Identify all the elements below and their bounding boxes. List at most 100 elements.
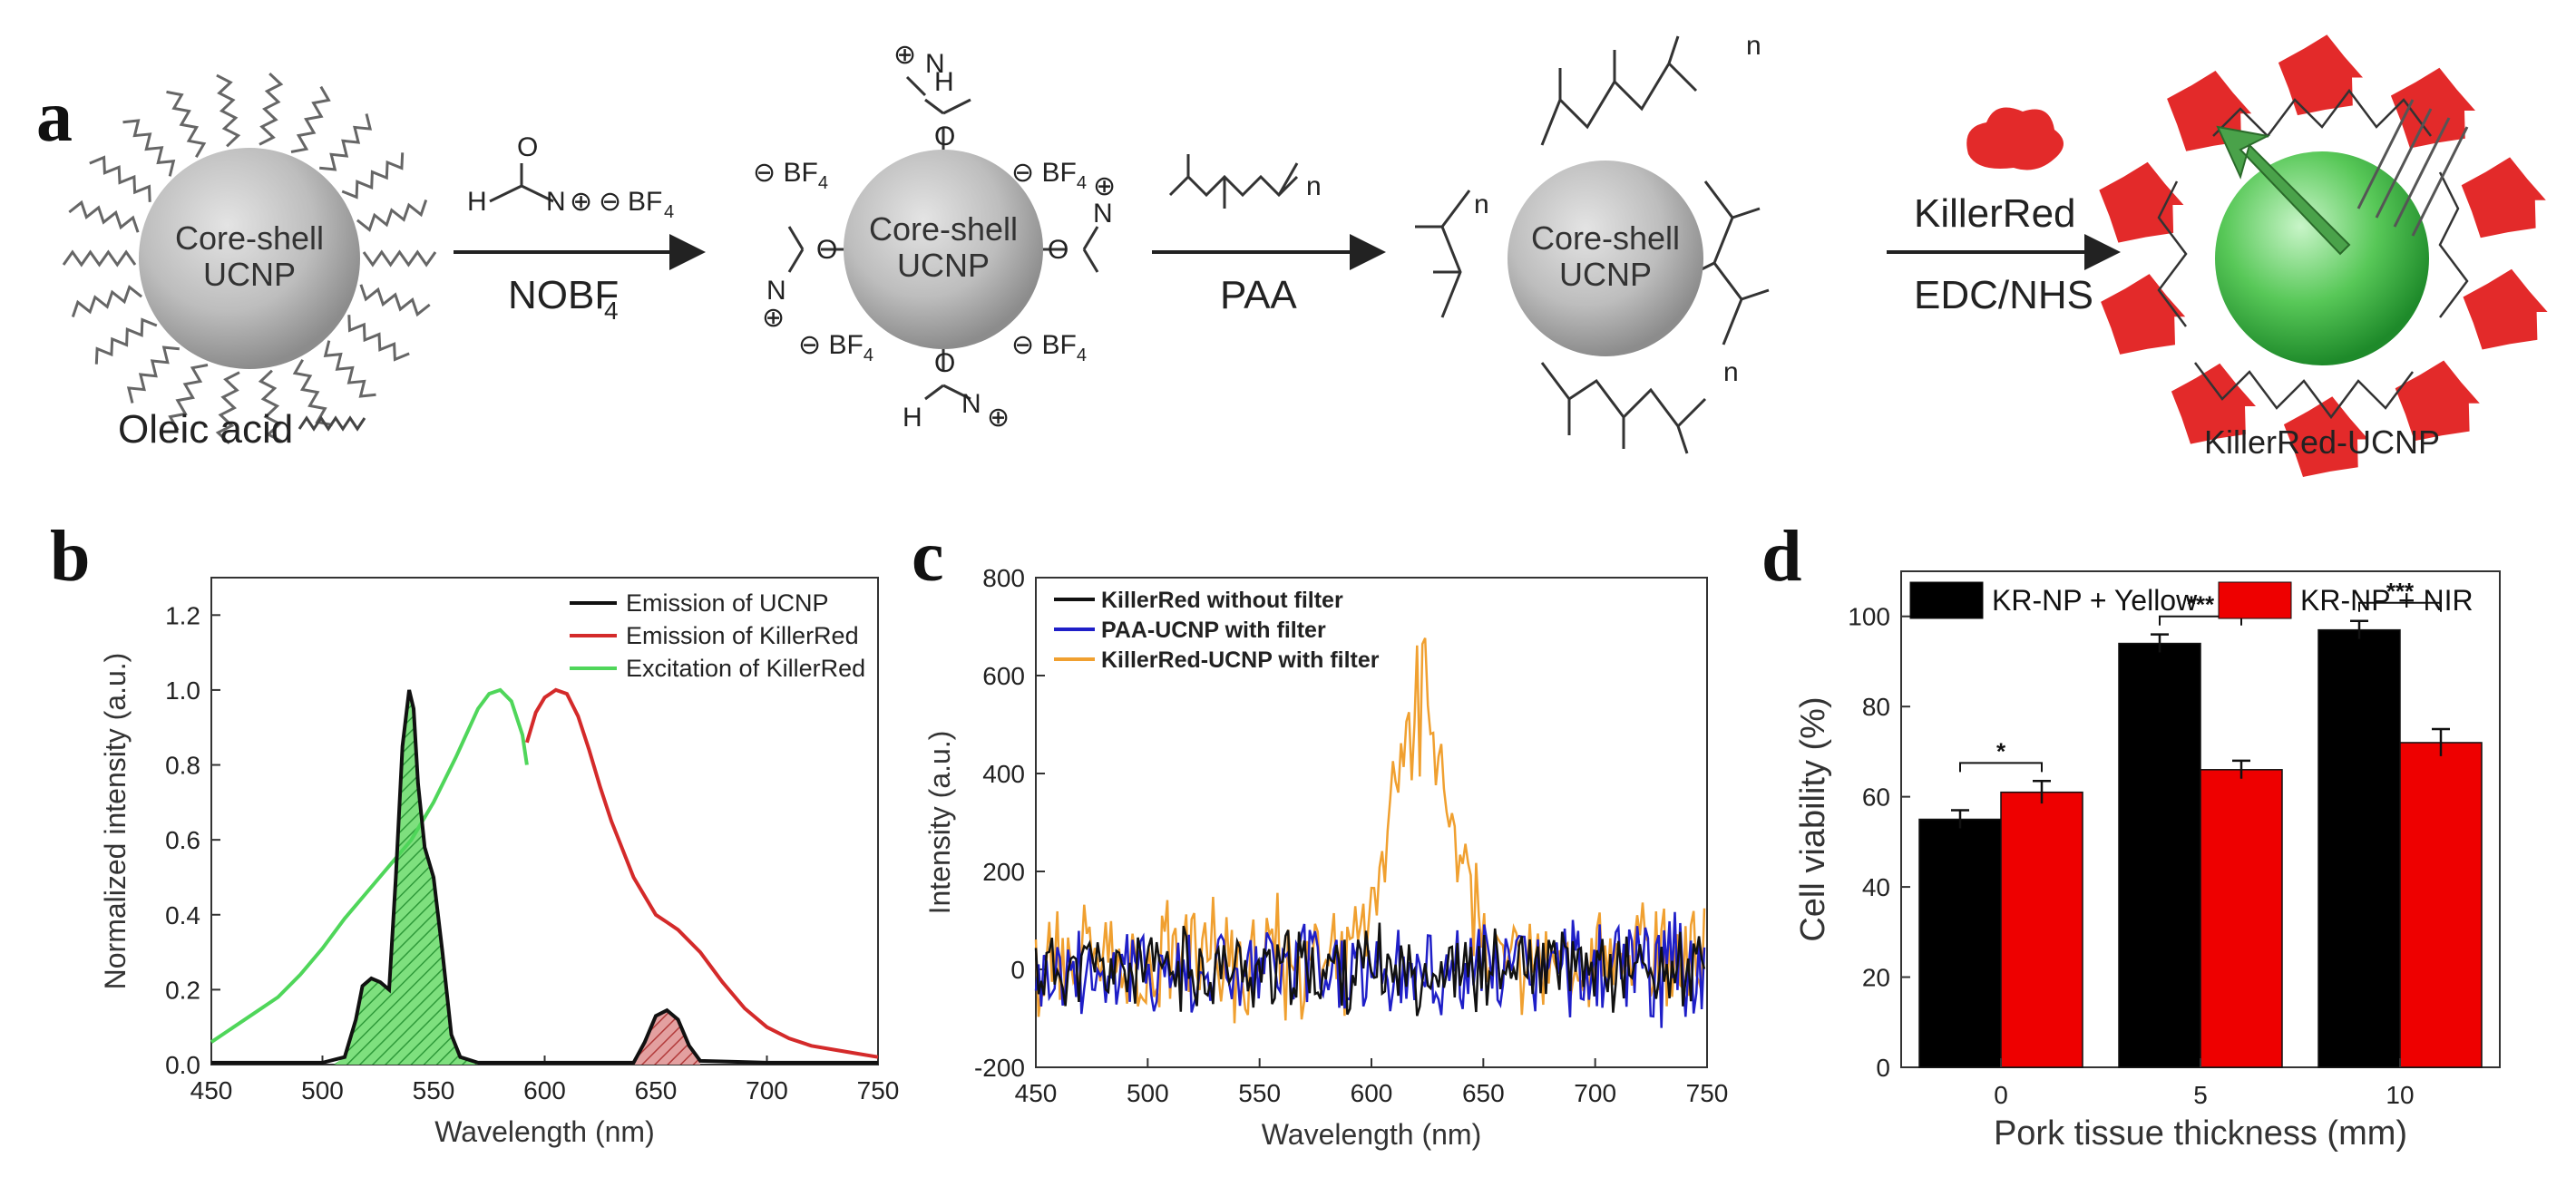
legend-label: KillerRed-UCNP with filter xyxy=(1101,647,1380,673)
panel-label-a: a xyxy=(36,77,73,157)
oleic-capped-ucnp: Core-shell UCNP Oleic acid xyxy=(62,73,437,452)
lig-right-plus: ⊕ xyxy=(1093,171,1116,201)
ligand-bonds xyxy=(787,75,1099,401)
x-tick-label: 750 xyxy=(857,1076,900,1104)
bar xyxy=(2200,769,2283,1068)
oleic-chain xyxy=(166,90,207,159)
killerred-protein-blob xyxy=(2101,274,2186,355)
panel-a: a Core-shell UCNP Oleic acid H O N ⊕ ⊖ B… xyxy=(36,31,2548,477)
oleic-chain xyxy=(258,369,283,443)
oleic-chain xyxy=(89,155,151,202)
y-tick-label: 400 xyxy=(982,760,1025,788)
oleic-chain xyxy=(290,85,331,153)
ucnp-red-emission-fill xyxy=(633,1010,700,1065)
bf4-ion-br: ⊖ BF4 xyxy=(1011,330,1087,365)
lig-left-plus: ⊕ xyxy=(762,303,785,333)
formamide-H: H xyxy=(467,187,487,217)
paa-coated-ucnp: Core-shell UCNP n n n xyxy=(1415,31,1770,454)
bar xyxy=(1918,818,2002,1068)
y-tick-label: 800 xyxy=(982,564,1025,592)
oleic-chain xyxy=(68,199,140,233)
panel-label-b: b xyxy=(50,517,91,597)
reaction-arrow-2: n PAA xyxy=(1152,154,1386,317)
significance-label: *** xyxy=(2386,578,2415,605)
legend-label: KR-NP + NIR xyxy=(2300,584,2474,617)
oleic-chain xyxy=(341,152,405,199)
oleic-chain xyxy=(259,73,284,146)
y-axis-label: Cell viability (%) xyxy=(1794,696,1832,941)
y-axis-label: Intensity (a.u.) xyxy=(923,731,956,915)
bf4-stabilized-ucnp: Core-shell UCNP H N ⊕ O O H N ⊕ O N ⊕ O … xyxy=(753,40,1116,433)
oleic-chain xyxy=(362,249,437,268)
significance-bracket xyxy=(2159,615,2242,626)
lig-bot-plus: ⊕ xyxy=(987,403,1010,433)
oleic-chain xyxy=(323,340,376,398)
oleic-chain xyxy=(94,317,158,365)
oleic-acid-chains xyxy=(62,73,437,444)
core-label-line1-2: Core-shell xyxy=(869,210,1018,248)
significance-bracket xyxy=(2358,601,2442,612)
core-label-line2-3: UCNP xyxy=(1559,256,1652,293)
y-tick-label: 0.6 xyxy=(165,826,200,854)
oleic-acid-label: Oleic acid xyxy=(118,407,293,452)
legend-label: Emission of UCNP xyxy=(626,589,829,617)
reaction-arrow-3: KillerRed EDC/NHS xyxy=(1887,107,2121,317)
bf4-ion-tr: ⊖ BF4 xyxy=(1011,158,1087,193)
killerred-protein-blob xyxy=(2171,363,2256,444)
killerred-protein-blob xyxy=(2283,396,2368,477)
legend-swatch xyxy=(1909,581,1984,619)
y-tick-label: 60 xyxy=(1862,783,1890,812)
x-tick-label: 600 xyxy=(1351,1079,1393,1107)
x-axis-label: Pork tissue thickness (mm) xyxy=(1994,1114,2407,1153)
killerred-ucnp: KillerRed-UCNP xyxy=(2099,34,2548,477)
series-line-excitation-of-killerred xyxy=(210,687,529,1044)
killerred-protein-blob xyxy=(2390,67,2475,149)
killerred-protein-blob xyxy=(2461,157,2546,238)
lig-left-O: O xyxy=(816,235,837,265)
paa-chains xyxy=(1415,35,1770,454)
panel-label-c: c xyxy=(912,517,944,597)
y-axis-label: Normalized intensity (a.u.) xyxy=(99,653,132,990)
step3-reagent-bottom: EDC/NHS xyxy=(1914,273,2093,317)
chart-b: 450 500 550 600 650 700 750 0.0 0.2 0.4 0.6 0.8 1.0 1… xyxy=(99,577,900,1148)
oleic-chain xyxy=(215,371,240,444)
product-polymer-chains xyxy=(2157,88,2469,420)
killerred-protein-blob xyxy=(2463,268,2548,350)
ucnp-core-sphere xyxy=(139,148,360,369)
x-tick-label: 0 xyxy=(1994,1081,2008,1109)
significance-bracket xyxy=(1959,762,2043,773)
y-tick-label: 0 xyxy=(1010,956,1025,984)
paa-n-right: n xyxy=(1723,357,1739,387)
plot-frame xyxy=(210,577,879,1065)
legend-label: PAA-UCNP with filter xyxy=(1101,618,1326,643)
step2-reagent: PAA xyxy=(1220,273,1297,317)
step1-reagent-sub: 4 xyxy=(604,297,619,325)
x-axis-label: Wavelength (nm) xyxy=(434,1115,654,1148)
y-tick-label: 0.4 xyxy=(165,901,200,929)
bar xyxy=(2000,791,2083,1068)
lig-top-H: H xyxy=(934,67,954,97)
paa-structure xyxy=(1168,154,1299,209)
y-tick-label: 0.2 xyxy=(165,976,200,1004)
y-tick-label: 200 xyxy=(982,858,1025,886)
oleic-chain xyxy=(122,119,176,177)
legend-label: Excitation of KillerRed xyxy=(626,655,865,682)
oleic-chain xyxy=(347,315,410,362)
oleic-chain xyxy=(359,284,431,317)
core-label-line1: Core-shell xyxy=(175,219,324,257)
x-tick-label: 450 xyxy=(190,1076,233,1104)
y-tick-label: 1.2 xyxy=(165,601,200,629)
core-label-line2: UCNP xyxy=(203,256,296,293)
panel-c: c 450 500 550 600 650 700 750 -200 0 200 400 600 800… xyxy=(912,517,1728,1151)
y-tick-label: 600 xyxy=(982,662,1025,690)
legend-label: KR-NP + Yellow xyxy=(1992,584,2198,617)
x-tick-label: 750 xyxy=(1686,1079,1729,1107)
y-tick-label: 100 xyxy=(1848,603,1890,631)
x-tick-label: 450 xyxy=(1015,1079,1058,1107)
ucnp-green-emission-fill xyxy=(333,689,478,1065)
y-tick-label: 1.0 xyxy=(165,676,200,705)
ucnp-green-sphere xyxy=(2215,151,2429,365)
